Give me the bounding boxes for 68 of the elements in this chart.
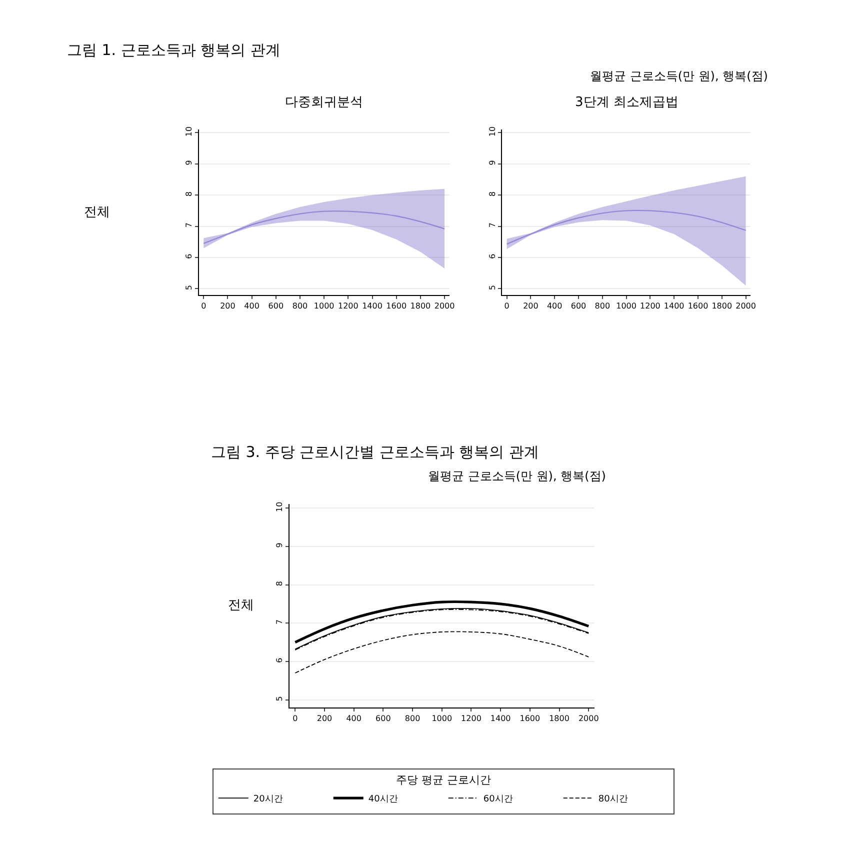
y-tick-label: 6 xyxy=(488,254,497,259)
x-tick-label: 200 xyxy=(220,302,236,311)
x-tick-label: 600 xyxy=(268,302,284,311)
x-tick-label: 1400 xyxy=(362,302,382,311)
x-tick-label: 800 xyxy=(292,302,308,311)
text: 월평균 근로소득(만 원), 행복(점) xyxy=(590,69,768,83)
legend-label: 40시간 xyxy=(368,794,398,805)
x-tick-label: 0 xyxy=(504,302,510,311)
y-tick-label: 5 xyxy=(488,284,497,290)
x-tick-label: 800 xyxy=(594,302,610,311)
y-tick-label: 10 xyxy=(184,126,194,137)
x-tick-label: 800 xyxy=(404,714,420,724)
y-tick-label: 5 xyxy=(184,284,194,290)
x-tick-label: 2000 xyxy=(736,302,756,311)
y-tick-label: 6 xyxy=(275,658,284,663)
y-tick-label: 10 xyxy=(275,502,284,512)
x-tick-label: 200 xyxy=(316,714,332,724)
y-tick-label: 6 xyxy=(184,254,194,259)
line-series xyxy=(506,210,746,245)
legend-title: 주당 평균 근로시간 xyxy=(396,774,491,787)
x-tick-label: 1200 xyxy=(640,302,660,311)
x-tick-label: 1600 xyxy=(386,302,407,311)
chart-title: 3단계 최소제곱법 xyxy=(575,95,678,110)
x-tick-label: 1800 xyxy=(712,302,732,311)
text: 전체 xyxy=(228,598,254,613)
x-tick-label: 1200 xyxy=(461,714,482,724)
chart-subtitle: 월평균 근로소득(만 원), 행복(점) xyxy=(428,469,606,483)
x-tick-label: 1600 xyxy=(520,714,540,724)
x-tick-label: 400 xyxy=(546,302,562,311)
x-tick-label: 1000 xyxy=(314,302,334,311)
chart-title: 다중회귀분석 xyxy=(285,95,363,110)
y-tick-label: 9 xyxy=(488,160,497,166)
y-tick-label: 10 xyxy=(488,126,497,137)
x-tick-label: 0 xyxy=(292,714,298,724)
line-series xyxy=(203,210,446,244)
y-tick-label: 7 xyxy=(275,619,284,624)
legend-label: 60시간 xyxy=(483,794,513,805)
x-tick-label: 400 xyxy=(346,714,362,724)
x-tick-label: 400 xyxy=(244,302,260,311)
line-series xyxy=(294,631,590,674)
y-tick-label: 8 xyxy=(184,191,194,196)
x-tick-label: 2000 xyxy=(434,302,455,311)
x-tick-label: 1400 xyxy=(490,714,511,724)
x-tick-label: 600 xyxy=(570,302,586,311)
x-tick-label: 2000 xyxy=(578,714,599,724)
y-tick-label: 8 xyxy=(275,581,284,586)
x-tick-label: 1800 xyxy=(549,714,570,724)
chart-title: 그림 3. 주당 근로시간별 근로소득과 행복의 관계 xyxy=(211,443,539,461)
x-tick-label: 1600 xyxy=(688,302,708,311)
y-tick-label: 9 xyxy=(184,160,194,166)
x-tick-label: 1400 xyxy=(664,302,684,311)
y-tick-label: 9 xyxy=(275,542,284,548)
legend-label: 80시간 xyxy=(598,794,628,805)
legend-label: 20시간 xyxy=(253,794,283,805)
y-tick-label: 7 xyxy=(184,222,194,228)
x-tick-label: 1000 xyxy=(616,302,636,311)
x-tick-label: 600 xyxy=(376,714,391,724)
y-tick-label: 8 xyxy=(488,191,497,196)
x-tick-label: 1000 xyxy=(432,714,452,724)
y-tick-label: 5 xyxy=(275,696,284,702)
x-tick-label: 200 xyxy=(523,302,538,311)
x-tick-label: 1200 xyxy=(338,302,358,311)
y-tick-label: 7 xyxy=(488,222,497,228)
x-tick-label: 0 xyxy=(201,302,206,311)
caption: 그림 1. 근로소득과 행복의 관계 xyxy=(67,41,280,59)
x-tick-label: 1800 xyxy=(410,302,431,311)
line-series xyxy=(294,600,590,644)
text: 전체 xyxy=(84,205,110,220)
